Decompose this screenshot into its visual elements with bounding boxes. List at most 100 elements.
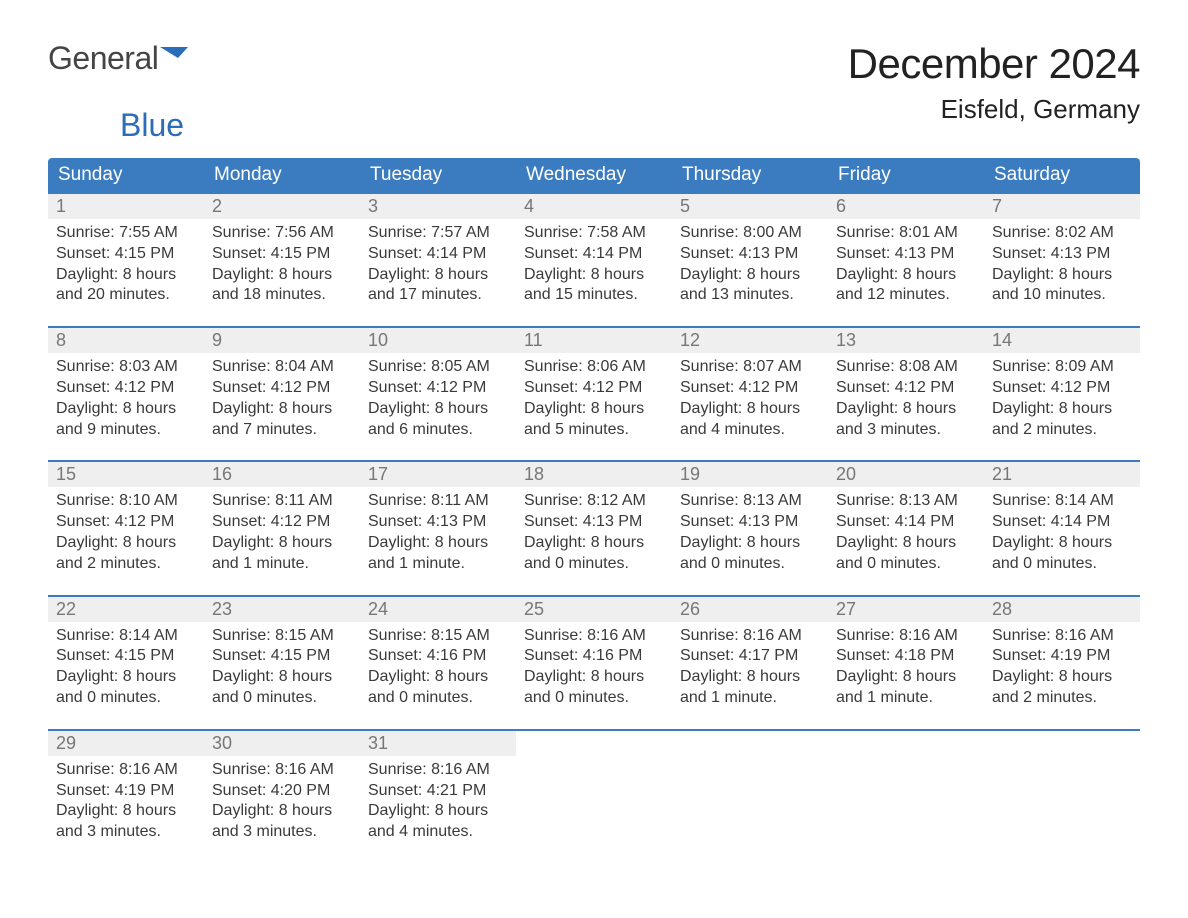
weekday-monday: Monday [204,158,360,193]
day-number-cell: 14 [984,327,1140,353]
daylight-line-1: Daylight: 8 hours [56,533,196,554]
sunrise-line: Sunrise: 7:57 AM [368,223,508,244]
day-number-cell: 16 [204,461,360,487]
weekday-sunday: Sunday [48,158,204,193]
daylight-line-2: and 4 minutes. [680,420,820,441]
day-number-cell: 13 [828,327,984,353]
logo-general: General [48,40,158,77]
daylight-line-1: Daylight: 8 hours [56,801,196,822]
day-content-cell: Sunrise: 8:16 AMSunset: 4:21 PMDaylight:… [360,756,516,864]
week-daynum-row: 891011121314 [48,327,1140,353]
day-number-cell: 12 [672,327,828,353]
day-content-cell: Sunrise: 8:01 AMSunset: 4:13 PMDaylight:… [828,219,984,327]
day-number-cell: 25 [516,596,672,622]
week-content-row: Sunrise: 8:14 AM Sunset: 4:15 PM Daylight:… [48,622,1140,730]
day-number-cell: 24 [360,596,516,622]
title-block: December 2024 Eisfeld, Germany [848,40,1140,125]
sunrise-line: Sunrise: 8:08 AM [836,357,976,378]
daylight-line-2: and 6 minutes. [368,420,508,441]
week-content-row: Sunrise: 8:10 AMSunset: 4:12 PMDaylight:… [48,487,1140,595]
sunset-line: Sunset: 4:16 PM [368,646,508,667]
daylight-line-2: and 1 minute. [212,554,352,575]
weekday-saturday: Saturday [984,158,1140,193]
sunset-line: Sunset: 4:19 PM [56,781,196,802]
daylight-line-1: Daylight: 8 hours [212,801,352,822]
day-number-cell [828,730,984,756]
daylight-line-1: Daylight: 8 hours [680,399,820,420]
day-number-cell [672,730,828,756]
sunrise-line: Sunrise: 8:11 AM [212,491,352,512]
daylight-line-1: Daylight: 8 hours [836,265,976,286]
day-content-cell [984,756,1140,864]
sunrise-line: Sunrise: 8:16 AM [836,626,976,647]
weekday-thursday: Thursday [672,158,828,193]
sunrise-line: Sunrise: 8:15 AM [368,626,508,647]
sunset-line: Sunset: 4:12 PM [368,378,508,399]
day-content-cell: Sunrise: 8:04 AMSunset: 4:12 PMDaylight:… [204,353,360,461]
day-number-cell: 31 [360,730,516,756]
sunset-line: Sunset: 4:15 PM [56,244,196,265]
day-content-cell: Sunrise: 8:16 AMSunset: 4:19 PMDaylight:… [48,756,204,864]
day-content-cell: Sunrise: 8:00 AMSunset: 4:13 PMDaylight:… [672,219,828,327]
daylight-line-1: Daylight: 8 hours [368,399,508,420]
daylight-line-1: Daylight: 8 hours [992,399,1132,420]
sunset-line: Sunset: 4:13 PM [680,244,820,265]
daylight-line-2: and 9 minutes. [56,420,196,441]
day-number-cell: 28 [984,596,1140,622]
daylight-line-2: and 1 minute. [836,688,976,709]
day-content-cell: Sunrise: 7:56 AMSunset: 4:15 PMDaylight:… [204,219,360,327]
daylight-line-2: and 1 minute. [680,688,820,709]
daylight-line-1: Daylight: 8 hours [368,533,508,554]
day-number-cell: 7 [984,193,1140,219]
daylight-line-1: Daylight: 8 hours [56,667,196,688]
day-content-cell: Sunrise: 8:08 AMSunset: 4:12 PMDaylight:… [828,353,984,461]
daylight-line-2: and 0 minutes. [212,688,352,709]
day-content-cell: Sunrise: 8:16 AMSunset: 4:17 PMDaylight:… [672,622,828,730]
sunset-line: Sunset: 4:14 PM [992,512,1132,533]
sunrise-line: Sunrise: 8:02 AM [992,223,1132,244]
brand-logo: General [48,40,188,77]
daylight-line-2: and 0 minutes. [524,554,664,575]
week-content-row: Sunrise: 8:03 AMSunset: 4:12 PMDaylight:… [48,353,1140,461]
daylight-line-2: and 20 minutes. [56,285,196,306]
daylight-line-1: Daylight: 8 hours [524,667,664,688]
sunrise-line: Sunrise: 8:00 AM [680,223,820,244]
day-content-cell: Sunrise: 8:03 AMSunset: 4:12 PMDaylight:… [48,353,204,461]
month-title: December 2024 [848,40,1140,88]
daylight-line-1: Daylight: 8 hours [836,533,976,554]
sunrise-line: Sunrise: 8:13 AM [836,491,976,512]
sunrise-line: Sunrise: 8:10 AM [56,491,196,512]
sunrise-line: Sunrise: 8:12 AM [524,491,664,512]
sunrise-line: Sunrise: 8:14 AM [992,491,1132,512]
daylight-line-2: and 5 minutes. [524,420,664,441]
daylight-line-2: and 0 minutes. [56,688,196,709]
daylight-line-2: and 17 minutes. [368,285,508,306]
week-content-row: Sunrise: 7:55 AMSunset: 4:15 PMDaylight:… [48,219,1140,327]
day-number-cell: 22 [48,596,204,622]
daylight-line-2: and 12 minutes. [836,285,976,306]
daylight-line-1: Daylight: 8 hours [56,265,196,286]
sunset-line: Sunset: 4:17 PM [680,646,820,667]
day-number-cell [516,730,672,756]
sunrise-line: Sunrise: 8:14 AM [56,626,196,647]
day-number-cell: 19 [672,461,828,487]
daylight-line-2: and 0 minutes. [836,554,976,575]
sunset-line: Sunset: 4:12 PM [524,378,664,399]
daylight-line-1: Daylight: 8 hours [992,265,1132,286]
sunrise-line: Sunrise: 8:16 AM [368,760,508,781]
daylight-line-1: Daylight: 8 hours [680,667,820,688]
sunset-line: Sunset: 4:12 PM [836,378,976,399]
day-content-cell: Sunrise: 8:06 AMSunset: 4:12 PMDaylight:… [516,353,672,461]
sunset-line: Sunset: 4:12 PM [992,378,1132,399]
daylight-line-2: and 2 minutes. [992,420,1132,441]
daylight-line-2: and 0 minutes. [992,554,1132,575]
day-content-cell: Sunrise: 8:05 AMSunset: 4:12 PMDaylight:… [360,353,516,461]
daylight-line-2: and 18 minutes. [212,285,352,306]
daylight-line-1: Daylight: 8 hours [212,533,352,554]
day-number-cell: 27 [828,596,984,622]
day-content-cell: Sunrise: 8:11 AMSunset: 4:12 PMDaylight:… [204,487,360,595]
day-content-cell: Sunrise: 7:57 AMSunset: 4:14 PMDaylight:… [360,219,516,327]
daylight-line-1: Daylight: 8 hours [836,667,976,688]
sunset-line: Sunset: 4:15 PM [212,646,352,667]
sunset-line: Sunset: 4:13 PM [992,244,1132,265]
